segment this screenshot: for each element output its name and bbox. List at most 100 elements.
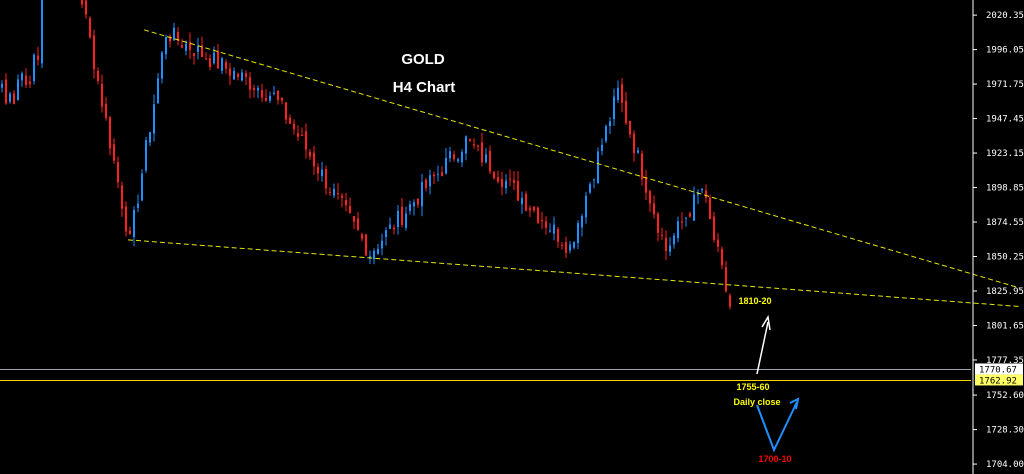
candle-body (401, 206, 403, 226)
candle-body (569, 244, 571, 251)
candle-body (425, 179, 427, 189)
price-axis: 2020.35 1996.05 1971.75 1947.45 1923.15 1898.… (972, 0, 1024, 474)
candle-body (685, 217, 687, 219)
candle-body (337, 192, 339, 194)
axis-tick-label: 1996.05 (986, 46, 1024, 56)
arrow-head-white (761, 314, 771, 331)
candle-body (481, 142, 483, 163)
candle-body (233, 70, 235, 80)
axis-tick-label: 1752.60 (986, 391, 1024, 401)
candle-body (237, 73, 239, 78)
candle-body (265, 97, 267, 101)
candle-body (633, 133, 635, 154)
axis-tick-label: 1874.55 (986, 218, 1024, 228)
candle-body (261, 90, 263, 98)
candle-body (165, 36, 167, 55)
candle-body (701, 188, 703, 191)
candle-body (669, 245, 671, 252)
candle-body (465, 136, 467, 154)
candle-body (193, 53, 195, 57)
candle-body (181, 45, 183, 48)
trendline-lower (127, 239, 1021, 308)
candle-body (477, 145, 479, 147)
candle-body (541, 219, 543, 222)
candle-body (297, 133, 299, 137)
arrow-head-blue (789, 397, 800, 410)
candle-body (729, 295, 731, 307)
candle-body (197, 46, 199, 52)
candle-body (209, 58, 211, 68)
candle-body (289, 117, 291, 124)
candle-body (149, 132, 151, 143)
candle-body (89, 18, 91, 38)
candle-body (333, 188, 335, 196)
candle-body (229, 68, 231, 76)
candle-body (377, 248, 379, 255)
candle-body (321, 169, 323, 177)
candle-body (309, 151, 311, 157)
candle-body (609, 121, 611, 127)
annotation-target-1810: 1810-20 (738, 296, 771, 306)
candle-body (389, 224, 391, 229)
candle-body (525, 193, 527, 211)
candle-body (169, 36, 171, 42)
candle-body (445, 158, 447, 174)
candle-body (405, 213, 407, 228)
candle-body (137, 203, 139, 208)
candle-body (109, 117, 111, 149)
price-marker-box (975, 363, 1023, 375)
candle-body (381, 240, 383, 249)
candle-body (409, 204, 411, 211)
candle-body (241, 72, 243, 81)
candle-body (129, 230, 131, 234)
candle-body (649, 191, 651, 204)
axis-tick-label: 1801.65 (986, 321, 1024, 331)
candle-body (277, 90, 279, 101)
candle-body (497, 177, 499, 182)
candle-body (725, 267, 727, 292)
axis-tick-label: 1898.85 (986, 184, 1024, 194)
candle-body (101, 83, 103, 107)
candle-body (13, 93, 15, 105)
candle-body (273, 92, 275, 94)
axis-tick-label: 1777.35 (986, 356, 1024, 366)
candle-body (493, 171, 495, 179)
candle-body (33, 54, 35, 82)
candle-body (369, 256, 371, 258)
axis-tick-label: 1704.00 (986, 460, 1024, 470)
candle-body (5, 79, 7, 104)
candle-body (117, 161, 119, 183)
candle-body (601, 144, 603, 151)
candle-body (689, 213, 691, 217)
candle-body (217, 51, 219, 69)
candle-body (177, 31, 179, 41)
candle-body (505, 180, 507, 189)
candle-body (585, 195, 587, 218)
price-marker-label: 1762.92 (979, 376, 1017, 386)
candle-body (293, 123, 295, 130)
candle-body (357, 218, 359, 231)
candle-body (85, 0, 87, 15)
candle-body (509, 178, 511, 180)
candle-body (301, 135, 303, 137)
candle-body (637, 150, 639, 153)
candle-body (413, 202, 415, 207)
candle-body (625, 101, 627, 124)
candle-body (37, 55, 39, 60)
arrow-v-blue (756, 401, 798, 453)
candle-body (225, 61, 227, 69)
candle-body (349, 205, 351, 213)
candle-body (257, 88, 259, 91)
candle-body (393, 227, 395, 230)
axis-tick-label: 2020.35 (986, 11, 1024, 21)
annotation-target-1700: 1700-10 (758, 454, 791, 464)
candle-body (205, 58, 207, 60)
candle-body (549, 230, 551, 232)
candle-body (665, 238, 667, 251)
candle-body (561, 245, 563, 247)
candle-body (417, 198, 419, 205)
candle-body (457, 159, 459, 162)
candle-body (713, 216, 715, 241)
